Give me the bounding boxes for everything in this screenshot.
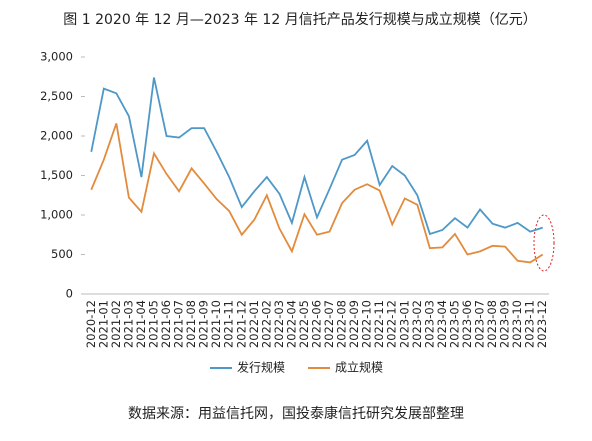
- x-tick-label: 2021-02: [109, 300, 123, 348]
- x-tick-label: 2023-11: [523, 300, 537, 348]
- series-line: [90, 77, 544, 236]
- legend-label: 发行规模: [237, 360, 285, 375]
- x-tick-label: 2023-12: [535, 300, 549, 348]
- x-tick-label: 2023-08: [485, 300, 499, 348]
- x-tick-label: 2023-07: [473, 300, 487, 348]
- x-tick-label: 2022-07: [322, 300, 336, 348]
- x-tick-label: 2021-05: [146, 300, 160, 348]
- x-tick-label: 2022-03: [272, 300, 286, 348]
- x-tick-label: 2022-06: [310, 300, 324, 348]
- x-tick-label: 2023-04: [435, 300, 449, 348]
- chart-title: 图 1 2020 年 12 月—2023 年 12 月信托产品发行规模与成立规模…: [63, 12, 536, 28]
- y-tick-label: 2,500: [40, 89, 73, 103]
- x-tick-label: 2021-12: [234, 300, 248, 348]
- x-tick-label: 2021-09: [197, 300, 211, 348]
- x-tick-label: 2023-01: [397, 300, 411, 348]
- x-tick-label: 2021-01: [96, 300, 110, 348]
- x-tick-label: 2020-12: [84, 300, 98, 348]
- x-tick-label: 2022-01: [247, 300, 261, 348]
- y-tick-label: 2,000: [40, 129, 73, 143]
- x-tick-label: 2021-06: [159, 300, 173, 348]
- legend-label: 成立规模: [335, 360, 383, 375]
- x-tick-label: 2021-07: [172, 300, 186, 348]
- x-tick-label: 2022-08: [335, 300, 349, 348]
- x-tick-label: 2022-05: [297, 300, 311, 348]
- x-tick-label: 2021-11: [222, 300, 236, 348]
- x-tick-label: 2023-05: [447, 300, 461, 348]
- x-tick-label: 2023-03: [422, 300, 436, 348]
- x-tick-label: 2022-02: [259, 300, 273, 348]
- x-tick-label: 2022-12: [385, 300, 399, 348]
- y-tick-label: 3,000: [40, 50, 73, 64]
- x-tick-label: 2022-10: [360, 300, 374, 348]
- highlight-ellipse: [533, 214, 555, 272]
- x-tick-label: 2021-04: [134, 300, 148, 348]
- x-tick-label: 2022-11: [372, 300, 386, 348]
- y-tick-label: 500: [51, 247, 73, 261]
- x-tick-label: 2021-08: [184, 300, 198, 348]
- x-tick-label: 2023-09: [498, 300, 512, 348]
- x-tick-label: 2023-06: [460, 300, 474, 348]
- x-tick-label: 2021-03: [121, 300, 135, 348]
- x-tick-label: 2021-10: [209, 300, 223, 348]
- y-tick-label: 1,000: [40, 208, 73, 222]
- x-tick-label: 2022-09: [347, 300, 361, 348]
- x-tick-label: 2023-10: [510, 300, 524, 348]
- series-line: [90, 123, 544, 264]
- x-tick-label: 2023-02: [410, 300, 424, 348]
- y-tick-label: 0: [66, 287, 73, 301]
- source-note: 数据来源：用益信托网，国投泰康信托研究发展部整理: [128, 405, 464, 422]
- y-tick-label: 1,500: [40, 168, 73, 182]
- x-tick-label: 2022-04: [284, 300, 298, 348]
